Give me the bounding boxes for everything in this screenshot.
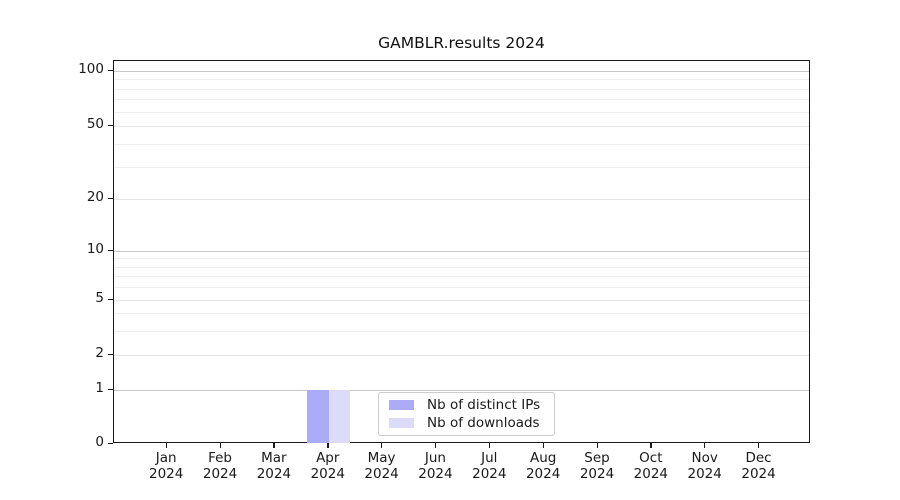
legend-label: Nb of distinct IPs <box>427 396 541 413</box>
legend-swatch <box>389 399 414 410</box>
y-gridline-minor <box>114 330 809 332</box>
x-tick-label: Feb 2024 <box>202 450 238 482</box>
x-tick <box>273 443 275 448</box>
y-gridline-minor <box>114 258 809 260</box>
y-tick <box>108 197 113 199</box>
x-tick <box>704 443 706 448</box>
x-tick-label: Jun 2024 <box>418 450 453 482</box>
x-tick-label: Jan 2024 <box>149 450 184 482</box>
y-tick-label: 1 <box>95 380 104 396</box>
legend-entry: Nb of downloads <box>385 415 548 432</box>
y-gridline <box>114 199 809 200</box>
y-tick <box>108 442 113 444</box>
y-gridline-minor <box>114 313 809 315</box>
y-gridline <box>114 126 809 127</box>
x-tick-label: Apr 2024 <box>310 450 345 482</box>
y-tick-label: 5 <box>95 290 104 306</box>
bar-distinct-ips <box>307 390 329 443</box>
x-tick <box>165 443 167 448</box>
x-tick-label: Dec 2024 <box>741 450 776 482</box>
y-tick-label: 50 <box>86 116 104 132</box>
x-tick-label: Jul 2024 <box>472 450 507 482</box>
y-tick-label: 0 <box>95 434 104 450</box>
x-tick <box>650 443 652 448</box>
y-gridline-minor <box>114 99 809 101</box>
x-tick <box>327 443 329 448</box>
bar-downloads <box>328 390 351 443</box>
y-tick-label: 20 <box>86 189 104 205</box>
y-tick <box>108 353 113 355</box>
y-gridline-minor <box>114 166 809 168</box>
y-gridline-minor <box>114 276 809 278</box>
y-gridline <box>114 390 809 391</box>
y-gridline-minor <box>114 111 809 113</box>
y-tick-label: 10 <box>86 241 104 257</box>
plot-area <box>113 60 810 443</box>
y-tick <box>108 124 113 126</box>
x-tick <box>381 443 383 448</box>
y-gridline-minor <box>114 88 809 90</box>
y-gridline <box>114 355 809 356</box>
x-tick-label: Aug 2024 <box>525 450 561 482</box>
y-tick <box>108 249 113 251</box>
y-tick <box>108 388 113 390</box>
y-gridline-minor <box>114 287 809 289</box>
x-tick <box>758 443 760 448</box>
y-gridline-minor <box>114 79 809 81</box>
x-tick <box>488 443 491 448</box>
legend-box: Nb of distinct IPs Nb of downloads <box>378 392 555 436</box>
legend-swatch <box>389 418 414 429</box>
x-tick <box>596 443 598 448</box>
y-tick <box>108 298 113 300</box>
x-tick <box>219 443 221 448</box>
x-tick <box>542 443 544 448</box>
legend-label: Nb of downloads <box>427 415 540 432</box>
y-tick <box>108 69 113 71</box>
x-tick-label: Nov 2024 <box>687 450 722 482</box>
chart-title: GAMBLR.results 2024 <box>378 34 545 52</box>
y-tick-label: 100 <box>78 61 104 77</box>
y-gridline <box>114 300 809 301</box>
legend-entry: Nb of distinct IPs <box>385 396 548 413</box>
y-gridline <box>114 251 809 252</box>
y-tick-label: 2 <box>95 345 104 361</box>
x-tick <box>434 443 437 448</box>
x-tick-label: May 2024 <box>364 450 399 482</box>
x-tick-label: Mar 2024 <box>256 450 292 482</box>
x-tick-label: Oct 2024 <box>633 450 669 482</box>
x-tick-label: Sep 2024 <box>579 450 615 482</box>
y-gridline-minor <box>114 266 809 268</box>
y-gridline <box>114 71 809 72</box>
y-gridline-minor <box>114 143 809 145</box>
